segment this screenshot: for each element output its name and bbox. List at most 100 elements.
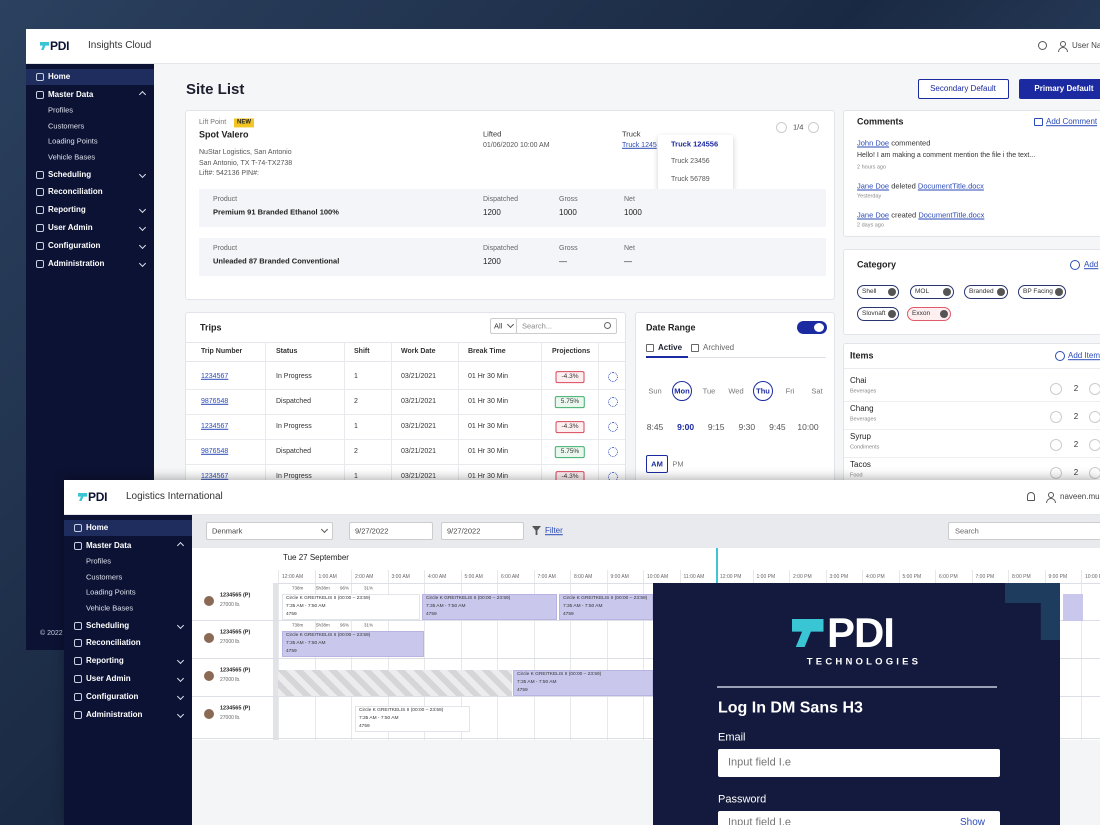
- tab[interactable]: Active: [658, 343, 683, 353]
- qty-minus[interactable]: [1050, 439, 1062, 451]
- nav-subitem[interactable]: Vehicle Bases: [86, 603, 134, 613]
- day[interactable]: Thu: [756, 386, 770, 396]
- show-link[interactable]: Show: [960, 817, 986, 825]
- pager-prev[interactable]: [776, 122, 787, 133]
- add-link[interactable]: Add Item: [1068, 351, 1100, 361]
- nav-subitem[interactable]: Profiles: [48, 105, 74, 115]
- event[interactable]: [355, 706, 470, 732]
- search-icon[interactable]: [1038, 41, 1047, 50]
- time[interactable]: 10:00: [797, 421, 819, 432]
- search[interactable]: [516, 318, 617, 334]
- tab[interactable]: Archived: [703, 343, 735, 353]
- chip-remove[interactable]: [888, 288, 896, 296]
- time[interactable]: 9:45: [769, 421, 786, 432]
- chip-remove[interactable]: [1055, 288, 1063, 296]
- day[interactable]: Tue: [702, 386, 716, 396]
- qty-minus[interactable]: [1050, 411, 1062, 423]
- comment-user[interactable]: John Doe: [857, 138, 890, 148]
- bell-icon[interactable]: [1027, 492, 1035, 501]
- gear-icon[interactable]: [608, 422, 618, 432]
- qty-plus[interactable]: [1089, 383, 1100, 395]
- filter-link[interactable]: Filter: [545, 526, 563, 536]
- nav-item[interactable]: Configuration: [48, 241, 101, 250]
- qty-minus[interactable]: [1050, 383, 1062, 395]
- trip-link[interactable]: 1234567: [201, 422, 229, 430]
- nav-item[interactable]: Reporting: [48, 205, 86, 215]
- trip-link[interactable]: 1234567: [201, 372, 229, 380]
- dropdown-option[interactable]: Truck 56789: [671, 175, 710, 183]
- nav-item[interactable]: Reconciliation: [48, 187, 103, 197]
- nav-item[interactable]: Administration: [86, 709, 143, 719]
- button-label[interactable]: Primary Default: [1034, 84, 1094, 94]
- nav-item[interactable]: User Admin: [86, 674, 131, 684]
- nav-subitem[interactable]: Vehicle Bases: [48, 152, 96, 162]
- nav-subitem[interactable]: Customers: [48, 121, 85, 131]
- qty-plus[interactable]: [1089, 411, 1100, 423]
- chip-remove[interactable]: [997, 288, 1005, 296]
- search[interactable]: [948, 522, 1100, 540]
- time[interactable]: 9:30: [738, 421, 756, 432]
- trip-link[interactable]: 1234567: [201, 472, 229, 480]
- input[interactable]: [718, 811, 1000, 825]
- nav-item[interactable]: Configuration: [86, 692, 139, 701]
- day[interactable]: Mon: [674, 386, 690, 396]
- nav-item[interactable]: Home: [86, 523, 109, 533]
- nav-item[interactable]: Scheduling: [48, 169, 92, 179]
- chip-remove[interactable]: [943, 288, 951, 296]
- add-link[interactable]: Add Comment: [1046, 117, 1098, 127]
- qty-plus[interactable]: [1089, 439, 1100, 451]
- nav-subitem[interactable]: Loading Points: [48, 136, 98, 146]
- user-name[interactable]: User Na: [1072, 41, 1100, 51]
- comment-user[interactable]: Jane Doe: [857, 210, 890, 220]
- nav-item[interactable]: Master Data: [48, 90, 94, 99]
- nav-subitem[interactable]: Loading Points: [86, 587, 136, 597]
- time[interactable]: 8:45: [646, 421, 664, 432]
- pager-next[interactable]: [808, 122, 819, 133]
- nav-item[interactable]: Reporting: [86, 656, 124, 666]
- time[interactable]: 9:00: [677, 421, 695, 432]
- event[interactable]: [513, 670, 653, 696]
- event[interactable]: [282, 594, 420, 620]
- date-input[interactable]: [441, 522, 524, 540]
- button[interactable]: [1019, 79, 1100, 99]
- comment-file[interactable]: DocumentTitle.docx: [917, 181, 984, 191]
- event[interactable]: [282, 631, 424, 657]
- user-name[interactable]: naveen.mu: [1060, 492, 1100, 502]
- comment-user[interactable]: Jane Doe: [857, 181, 890, 191]
- truck-link[interactable]: Truck 1245: [622, 141, 657, 149]
- input[interactable]: [718, 749, 1000, 777]
- event[interactable]: [422, 594, 557, 620]
- time[interactable]: 9:15: [707, 421, 725, 432]
- day[interactable]: Sat: [811, 386, 823, 396]
- nav-subitem[interactable]: Customers: [86, 572, 123, 582]
- gear-icon[interactable]: [608, 372, 618, 382]
- qty-minus[interactable]: [1050, 467, 1062, 479]
- nav-item[interactable]: Scheduling: [86, 620, 130, 630]
- event[interactable]: [559, 594, 653, 620]
- gear-icon[interactable]: [608, 397, 618, 407]
- button[interactable]: [918, 79, 1009, 99]
- select[interactable]: [206, 522, 333, 540]
- period[interactable]: PM: [672, 459, 684, 469]
- period[interactable]: AM: [651, 459, 663, 469]
- chip[interactable]: [1018, 285, 1066, 299]
- qty-plus[interactable]: [1089, 467, 1100, 479]
- trip-link[interactable]: 9876548: [201, 397, 229, 405]
- button-label[interactable]: Secondary Default: [930, 84, 996, 94]
- comment-file[interactable]: DocumentTitle.docx: [918, 210, 985, 220]
- nav-item[interactable]: Reconciliation: [86, 638, 141, 648]
- nav-item[interactable]: Home: [48, 72, 71, 82]
- chip-remove[interactable]: [940, 310, 948, 318]
- trip-link[interactable]: 9876548: [201, 447, 229, 455]
- day[interactable]: Sun: [648, 386, 662, 396]
- gear-icon[interactable]: [608, 447, 618, 457]
- dropdown-option[interactable]: Truck 23456: [671, 157, 710, 165]
- nav-subitem[interactable]: Profiles: [86, 556, 112, 566]
- chip-remove[interactable]: [888, 310, 896, 318]
- dropdown-option[interactable]: Truck 124556: [671, 139, 719, 149]
- date-input[interactable]: [349, 522, 433, 540]
- day[interactable]: Wed: [728, 386, 744, 396]
- add-link[interactable]: Add: [1084, 260, 1099, 270]
- day[interactable]: Fri: [785, 386, 795, 396]
- nav-item[interactable]: Administration: [48, 258, 105, 268]
